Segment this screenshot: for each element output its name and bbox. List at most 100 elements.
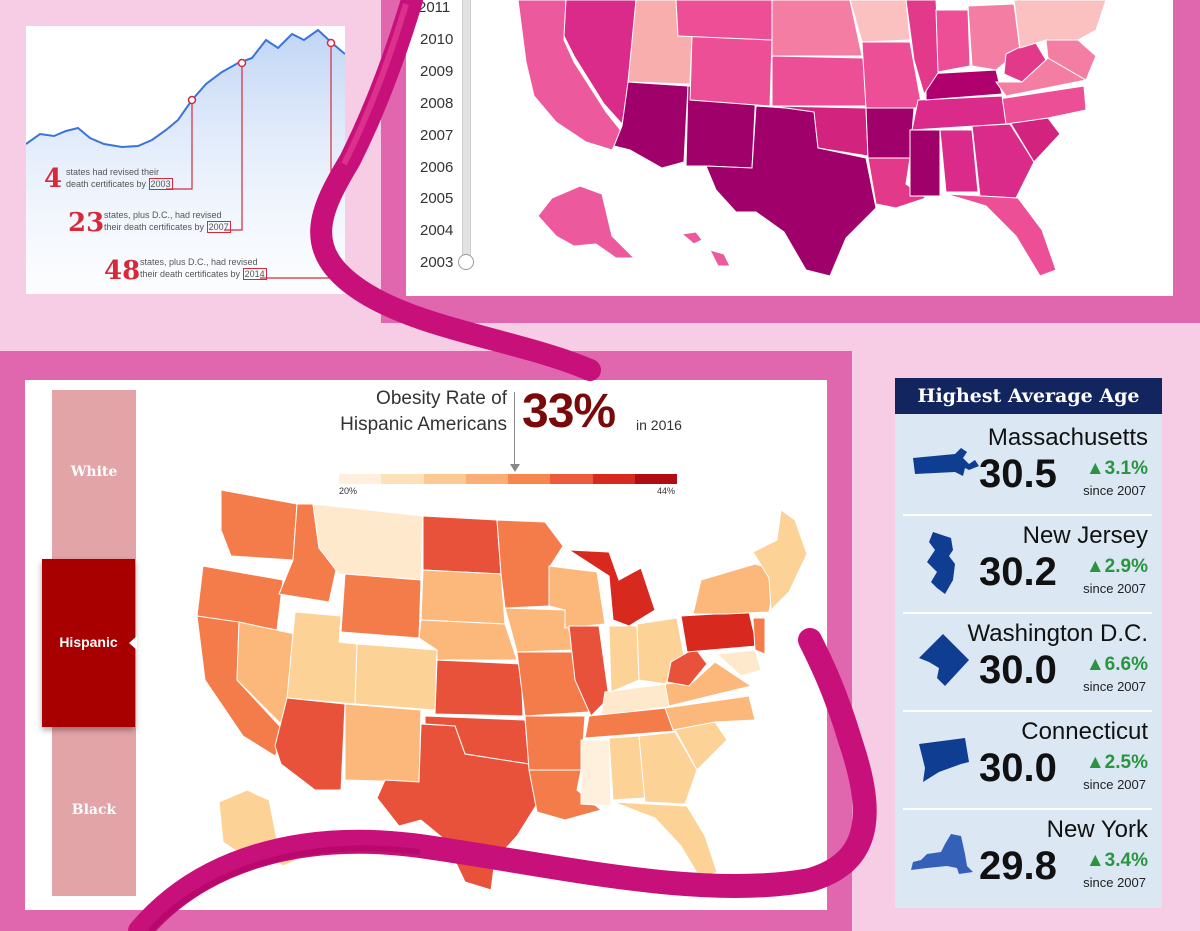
state-south-dakota: [420, 569, 506, 625]
state-mississippi: [909, 129, 941, 197]
state-alaska: [218, 789, 298, 867]
scale-step-2: [381, 474, 424, 484]
note-number-2003: 4: [44, 164, 63, 194]
tab-hispanic-label: Hispanic: [59, 634, 118, 650]
scale-step-5: [508, 474, 551, 484]
marker-2014: [326, 38, 336, 48]
leader-line-2007: [224, 63, 243, 231]
obesity-title: Obesity Rate of Hispanic Americans: [305, 386, 507, 438]
state-kansas: [434, 659, 524, 717]
state-name: Connecticut: [1021, 718, 1148, 745]
marker-2003: [187, 95, 197, 105]
trend-area: [26, 30, 345, 294]
state-washington: [220, 489, 298, 561]
state-texas: [705, 105, 877, 277]
state-north-dakota: [422, 515, 502, 575]
state-name: New York: [1046, 816, 1148, 843]
title-divider: [514, 392, 515, 468]
state-name: Massachusetts: [987, 424, 1148, 451]
state-since: since 2007: [1083, 875, 1146, 890]
tab-white[interactable]: White: [70, 464, 118, 480]
obesity-title-line2: Hispanic Americans: [340, 414, 507, 435]
scale-step-4: [465, 474, 508, 484]
state-change: ▲6.6%: [1085, 654, 1148, 675]
state-arkansas: [865, 107, 915, 159]
state-age: 30.2: [979, 550, 1057, 594]
state-alaska: [537, 185, 636, 259]
age-row-massachusetts: Massachusetts 30.5 ▲3.1% since 2007: [903, 418, 1152, 516]
note-text-2014-b: their death certificates by 2014: [140, 268, 267, 280]
marker-2007: [237, 58, 247, 68]
note-text-2003: states had revised their death certifica…: [66, 166, 173, 190]
scale-step-3: [423, 474, 466, 484]
state-pennsylvania: [680, 611, 758, 653]
year-map-card: 2011 2010 2009 2008 2007 2006 2005 2004 …: [406, 0, 1173, 296]
age-row-washington-dc: Washington D.C. 30.0 ▲6.6% since 2007: [903, 614, 1152, 712]
note-text-2007-b: their death certificates by 2007: [104, 221, 231, 233]
title-arrow-icon: [510, 464, 520, 472]
state-new-england: [752, 509, 808, 612]
new-york-shape-icon: [911, 834, 973, 874]
age-row-new-york: New York 29.8 ▲3.4% since 2007: [903, 810, 1152, 906]
state-michigan: [567, 549, 656, 627]
state-mid-atlantic: [1045, 39, 1097, 81]
note-number-2007: 23: [68, 208, 105, 238]
state-iowa: [849, 0, 911, 43]
state-arkansas: [524, 715, 586, 771]
note-text-2007-a: states, plus D.C., had revised: [104, 210, 222, 220]
note-text-2014: states, plus D.C., had revised their dea…: [140, 256, 267, 280]
obesity-title-line1: Obesity Rate of: [376, 388, 507, 409]
state-tennessee: [911, 95, 1007, 131]
new-jersey-shape-icon: [927, 532, 955, 594]
trend-line: [26, 28, 345, 149]
note-year-2003: 2003: [148, 178, 173, 190]
note-number-2014: 48: [104, 256, 141, 286]
state-alabama: [939, 129, 979, 193]
state-change: ▲3.4%: [1085, 850, 1148, 871]
massachusetts-shape-icon: [913, 448, 979, 476]
pink-us-map: [517, 0, 1107, 277]
note-year-2007: 2007: [206, 221, 231, 233]
state-name: Washington D.C.: [967, 620, 1148, 647]
note-year-2014: 2014: [242, 268, 267, 280]
state-florida: [612, 801, 718, 881]
scale-step-8: [634, 474, 677, 484]
state-hawaii: [680, 231, 731, 267]
state-change: ▲3.1%: [1085, 458, 1148, 479]
state-age: 30.0: [979, 648, 1057, 692]
scale-step-1: [339, 474, 382, 484]
note-text-2003-a: states had revised their: [66, 167, 160, 177]
average-age-heading: Highest Average Age: [895, 378, 1162, 414]
state-name: New Jersey: [1022, 522, 1148, 549]
scale-max-label: 44%: [657, 486, 676, 496]
average-age-panel: Highest Average Age Massachusetts 30.5 ▲…: [895, 378, 1162, 908]
revisions-line-chart-card: 4 states had revised their death certifi…: [26, 26, 345, 294]
revisions-line-chart: [26, 28, 345, 294]
obesity-year: in 2016: [636, 417, 682, 433]
state-florida: [945, 193, 1057, 277]
state-since: since 2007: [1083, 777, 1146, 792]
state-arizona: [274, 697, 346, 791]
state-colorado: [689, 35, 773, 107]
state-since: since 2007: [1083, 483, 1146, 498]
state-change: ▲2.5%: [1085, 752, 1148, 773]
obesity-value: 33%: [522, 385, 616, 438]
note-text-2003-b: death certificates by 2003: [66, 178, 173, 190]
state-new-mexico: [344, 703, 422, 783]
age-row-new-jersey: New Jersey 30.2 ▲2.9% since 2007: [903, 516, 1152, 614]
tab-hispanic[interactable]: Hispanic: [42, 559, 137, 727]
state-change: ▲2.9%: [1085, 556, 1148, 577]
obesity-us-map: [196, 489, 808, 891]
state-mississippi: [580, 739, 612, 807]
obesity-card: White Hispanic Black Obesity Rate of His…: [25, 380, 827, 910]
scale-step-7: [592, 474, 635, 484]
state-kansas: [771, 55, 867, 107]
state-oklahoma: [771, 105, 869, 157]
age-row-connecticut: Connecticut 30.0 ▲2.5% since 2007: [903, 712, 1152, 810]
scale-step-6: [550, 474, 593, 484]
state-since: since 2007: [1083, 679, 1146, 694]
state-iowa: [504, 607, 574, 653]
tab-black[interactable]: Black: [71, 802, 117, 818]
note-text-2014-a: states, plus D.C., had revised: [140, 257, 258, 267]
state-nebraska: [771, 0, 863, 57]
